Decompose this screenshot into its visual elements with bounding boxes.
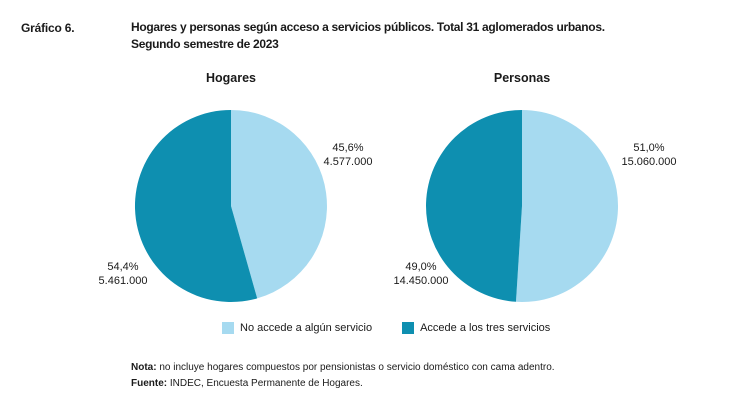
figure-title-line-2: Segundo semestre de 2023: [131, 37, 279, 51]
legend-swatch-accede: [402, 322, 415, 334]
figure-number: Gráfico 6.: [21, 21, 75, 35]
pie-personas-label-no-accede-value: 15.060.000: [621, 156, 676, 168]
source-text: INDEC, Encuesta Permanente de Hogares.: [167, 378, 363, 389]
pie-hogares-label-accede-value: 5.461.000: [99, 275, 148, 287]
legend-swatch-no-accede: [222, 322, 234, 334]
pie-hogares-label-accede-percent: 54,4%: [107, 261, 138, 273]
note-line: Nota: no incluye hogares compuestos por …: [131, 360, 555, 376]
pie-personas: [426, 110, 619, 302]
pie-hogares-label-no-accede-percent: 45,6%: [332, 142, 363, 154]
pie-hogares-label-no-accede-value: 4.577.000: [324, 156, 373, 168]
pie-personas-label-accede-percent: 49,0%: [405, 261, 436, 273]
pie-title-personas: Personas: [494, 71, 550, 85]
pie-hogares-slice-no-accede: [231, 110, 327, 299]
legend-label-no-accede: No accede a algún servicio: [240, 322, 373, 334]
legend: No accede a algún servicio Accede a los …: [222, 322, 550, 334]
notes: Nota: no incluye hogares compuestos por …: [131, 360, 555, 392]
figure-title-line-1: Hogares y personas según acceso a servic…: [131, 20, 605, 34]
pie-title-hogares: Hogares: [206, 71, 256, 85]
legend-label-accede: Accede a los tres servicios: [420, 322, 551, 334]
source-line: Fuente: INDEC, Encuesta Permanente de Ho…: [131, 376, 555, 392]
source-key: Fuente:: [131, 378, 168, 389]
note-key: Nota:: [131, 362, 157, 373]
pie-personas-slice-accede: [426, 110, 522, 302]
figure-title: Hogares y personas según acceso a servic…: [131, 19, 605, 53]
note-text: no incluye hogares compuestos por pensio…: [156, 362, 555, 373]
pie-personas-label-no-accede-percent: 51,0%: [633, 142, 664, 154]
pie-hogares-slice-accede: [134, 110, 258, 303]
pie-hogares: [134, 110, 327, 303]
pie-personas-label-accede-value: 14.450.000: [393, 275, 448, 287]
legend-item-no-accede: No accede a algún servicio: [222, 322, 372, 334]
legend-item-accede: Accede a los tres servicios: [402, 322, 550, 334]
pie-personas-slice-no-accede: [515, 110, 619, 302]
